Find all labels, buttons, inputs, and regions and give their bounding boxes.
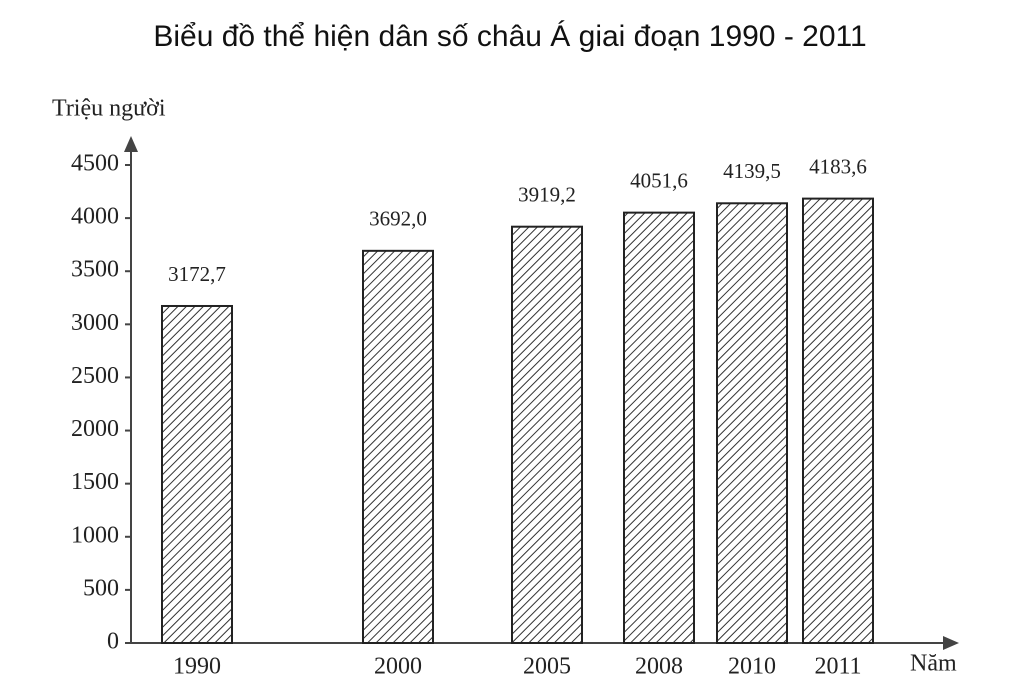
y-axis-label: Triệu người xyxy=(52,96,166,122)
x-tick-label: 2000 xyxy=(374,654,422,680)
y-tick-label: 4000 xyxy=(71,204,119,230)
bar xyxy=(716,202,788,644)
y-tick-label: 1000 xyxy=(71,522,119,548)
bar xyxy=(623,211,695,645)
value-label: 4051,6 xyxy=(630,168,688,192)
bar xyxy=(161,304,233,644)
x-tick-label: 2008 xyxy=(635,654,683,680)
y-tick-label: 0 xyxy=(107,629,119,655)
y-tick-label: 2500 xyxy=(71,363,119,389)
bar xyxy=(362,249,434,645)
value-label: 3919,2 xyxy=(518,183,576,207)
x-axis-label: Năm xyxy=(910,651,957,677)
y-tick-label: 3000 xyxy=(71,310,119,336)
y-tick-label: 500 xyxy=(83,575,119,601)
x-tick-label: 2011 xyxy=(814,654,861,680)
y-tick-label: 3500 xyxy=(71,257,119,283)
y-tick-label: 2000 xyxy=(71,416,119,442)
value-label: 4183,6 xyxy=(809,154,867,178)
chart-title: Biểu đồ thể hiện dân số châu Á giai đoạn… xyxy=(153,20,866,53)
x-axis-arrow xyxy=(943,636,959,650)
y-tick-label: 4500 xyxy=(71,151,119,177)
bar xyxy=(511,225,583,644)
x-tick-label: 2005 xyxy=(523,654,571,680)
value-label: 4139,5 xyxy=(723,159,781,183)
x-tick-label: 2010 xyxy=(728,654,776,680)
bar xyxy=(802,197,874,644)
x-tick-label: 1990 xyxy=(173,654,221,680)
y-axis-arrow xyxy=(124,136,138,152)
value-label: 3172,7 xyxy=(168,262,226,286)
value-label: 3692,0 xyxy=(369,207,427,231)
y-tick-label: 1500 xyxy=(71,469,119,495)
